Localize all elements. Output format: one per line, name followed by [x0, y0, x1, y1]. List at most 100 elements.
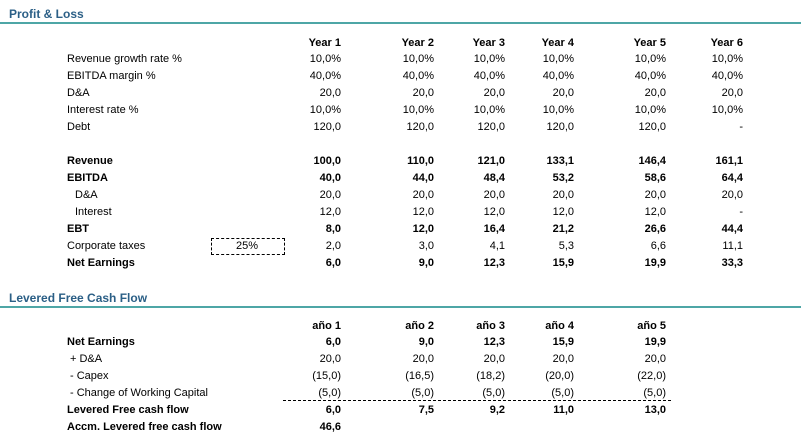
cell-value: - — [739, 206, 743, 218]
cell-value: 40,0% — [473, 70, 505, 82]
cell-value: 19,9 — [644, 257, 666, 269]
cell-value: 12,0 — [412, 223, 434, 235]
cell-value: 120,0 — [638, 121, 666, 133]
row-label: EBITDA — [67, 172, 108, 184]
cell-value: 10,0% — [402, 104, 434, 116]
cell-value: 20,0 — [552, 353, 574, 365]
row-label: Interest rate % — [67, 104, 139, 116]
cell-value: 40,0 — [319, 172, 341, 184]
row-label: D&A — [67, 87, 90, 99]
cell-value: 9,2 — [489, 404, 505, 416]
cell-value: 10,0% — [542, 104, 574, 116]
cell-value: 40,0% — [542, 70, 574, 82]
cell-value: 20,0 — [721, 87, 743, 99]
cell-value: 10,0% — [542, 53, 574, 65]
cell-value: 20,0 — [552, 189, 574, 201]
column-header: Year 5 — [633, 37, 666, 49]
cell-value: 120,0 — [477, 121, 505, 133]
cell-value: 6,0 — [325, 404, 341, 416]
cell-value: 146,4 — [638, 155, 666, 167]
cell-value: 10,0% — [711, 53, 743, 65]
cell-value: 10,0% — [473, 53, 505, 65]
row-label: Levered Free cash flow — [67, 404, 189, 416]
cell-value: 40,0% — [402, 70, 434, 82]
cell-value: 10,0% — [473, 104, 505, 116]
cell-value: - — [739, 121, 743, 133]
total-separator — [283, 400, 671, 401]
cell-value: 20,0 — [644, 189, 666, 201]
cell-value: 33,3 — [721, 257, 743, 269]
cell-value: 11,1 — [722, 240, 743, 252]
section-title: Profit & Loss — [9, 7, 84, 21]
cell-value: 10,0% — [309, 104, 341, 116]
cell-value: 7,5 — [418, 404, 434, 416]
cell-value: 10,0% — [402, 53, 434, 65]
input-value: 25% — [235, 240, 258, 252]
row-label: D&A — [75, 189, 98, 201]
cell-value: 9,0 — [418, 257, 434, 269]
cell-value: 5,3 — [558, 240, 574, 252]
cell-value: 58,6 — [644, 172, 666, 184]
row-label: + D&A — [70, 353, 103, 365]
cell-value: 26,6 — [644, 223, 666, 235]
cell-value: 6,6 — [650, 240, 666, 252]
cell-value: 15,9 — [552, 257, 574, 269]
cell-value: 120,0 — [546, 121, 574, 133]
input-box — [211, 238, 285, 255]
cell-value: (5,0) — [482, 387, 505, 399]
cell-value: 46,6 — [319, 421, 341, 433]
cell-value: 10,0% — [634, 104, 666, 116]
row-label: Interest — [75, 206, 112, 218]
cell-value: (5,0) — [318, 387, 341, 399]
cell-value: 20,0 — [483, 189, 505, 201]
cell-value: 13,0 — [644, 404, 666, 416]
cell-value: 20,0 — [319, 189, 341, 201]
row-label: EBT — [67, 223, 89, 235]
row-label: Revenue growth rate % — [67, 53, 182, 65]
cell-value: 133,1 — [546, 155, 574, 167]
cell-value: (18,2) — [476, 370, 505, 382]
row-label: Revenue — [67, 155, 113, 167]
cell-value: 15,9 — [552, 336, 574, 348]
column-header: año 5 — [637, 320, 666, 332]
cell-value: 4,1 — [489, 240, 505, 252]
cell-value: 40,0% — [634, 70, 666, 82]
cell-value: 10,0% — [634, 53, 666, 65]
row-label: Debt — [67, 121, 91, 133]
cell-value: 53,2 — [552, 172, 574, 184]
cell-value: (5,0) — [411, 387, 434, 399]
cell-value: 12,0 — [483, 206, 505, 218]
row-label: EBITDA margin % — [67, 70, 156, 82]
column-header: Year 4 — [541, 37, 574, 49]
cell-value: 11,0 — [553, 404, 574, 416]
column-header: Year 1 — [308, 37, 341, 49]
column-header: Year 2 — [401, 37, 434, 49]
cell-value: 12,0 — [552, 206, 574, 218]
cell-value: 12,3 — [483, 336, 505, 348]
cell-value: 10,0% — [711, 104, 743, 116]
cell-value: 64,4 — [721, 172, 743, 184]
cell-value: 9,0 — [418, 336, 434, 348]
row-label: - Capex — [70, 370, 109, 382]
cell-value: 121,0 — [477, 155, 505, 167]
row-label: Net Earnings — [67, 257, 135, 269]
cell-value: 20,0 — [552, 87, 574, 99]
cell-value: 6,0 — [325, 336, 341, 348]
cell-value: 20,0 — [721, 189, 743, 201]
cell-value: (20,0) — [545, 370, 574, 382]
cell-value: 21,2 — [552, 223, 574, 235]
column-header: año 1 — [312, 320, 341, 332]
cell-value: 20,0 — [483, 87, 505, 99]
row-label: Accm. Levered free cash flow — [67, 421, 222, 433]
cell-value: 10,0% — [309, 53, 341, 65]
cell-value: (5,0) — [643, 387, 666, 399]
cell-value: 2,0 — [325, 240, 341, 252]
section-rule — [0, 22, 801, 24]
cell-value: 12,3 — [483, 257, 505, 269]
cell-value: 3,0 — [418, 240, 434, 252]
cell-value: 19,9 — [644, 336, 666, 348]
column-header: año 2 — [405, 320, 434, 332]
cell-value: 48,4 — [483, 172, 505, 184]
section-title: Levered Free Cash Flow — [9, 291, 148, 305]
cell-value: 20,0 — [319, 87, 341, 99]
